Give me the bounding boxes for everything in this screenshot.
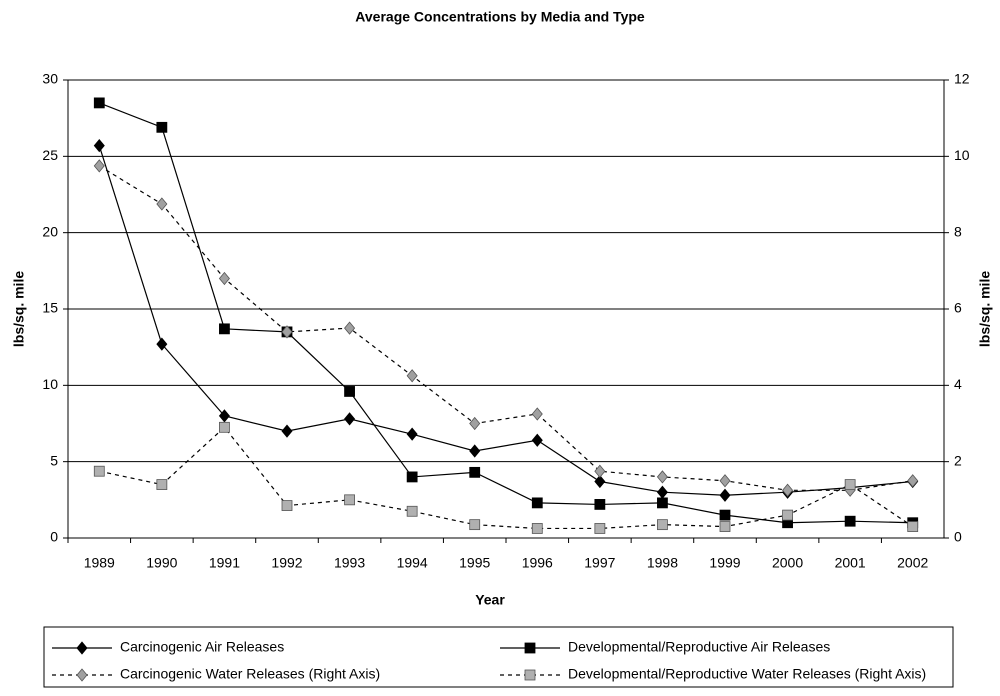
data-point (344, 321, 356, 335)
y2-axis-label: lbs/sq. mile (977, 271, 993, 347)
data-point (344, 494, 355, 506)
data-point (907, 474, 919, 488)
data-point (531, 433, 543, 447)
x-tick-label: 1993 (334, 555, 365, 571)
data-point (93, 465, 105, 477)
x-tick-label: 1996 (522, 555, 553, 571)
data-point (156, 337, 168, 351)
data-point (219, 421, 230, 433)
data-point (907, 521, 919, 532)
y2-tick-label: 6 (954, 300, 962, 316)
data-point (594, 464, 606, 478)
y-tick-label: 30 (42, 71, 58, 87)
data-point (281, 424, 293, 438)
data-point (782, 483, 794, 497)
x-axis-label: Year (475, 592, 505, 608)
data-point (844, 515, 856, 527)
data-point (344, 412, 356, 426)
x-tick-label: 1999 (709, 555, 740, 571)
x-tick-label: 1994 (397, 555, 428, 571)
x-tick-label: 1992 (271, 555, 302, 571)
series-line (99, 102, 913, 524)
data-point (406, 505, 418, 517)
data-point (406, 369, 418, 383)
data-point (719, 474, 731, 488)
data-point (281, 500, 293, 511)
legend-label: Carcinogenic Air Releases (120, 639, 284, 655)
data-point (219, 323, 230, 335)
data-point (218, 409, 230, 423)
chart-title: Average Concentrations by Media and Type (355, 9, 645, 25)
data-point (844, 479, 856, 490)
data-point (344, 386, 355, 397)
y-tick-label: 0 (50, 529, 58, 545)
x-tick-label: 1991 (209, 555, 240, 571)
data-point (594, 474, 606, 489)
y2-tick-label: 12 (954, 71, 970, 87)
x-tick-label: 1995 (459, 555, 490, 571)
y-tick-label: 20 (42, 223, 58, 239)
x-tick-label: 1997 (584, 555, 615, 571)
data-point (281, 325, 293, 339)
legend-label: Developmental/Reproductive Water Release… (568, 666, 926, 682)
y-tick-label: 5 (50, 452, 58, 468)
y-tick-label: 15 (42, 300, 58, 316)
legend-marker (76, 641, 88, 655)
legend-label: Developmental/Reproductive Air Releases (568, 639, 830, 655)
data-point (531, 497, 543, 509)
y2-tick-label: 8 (954, 223, 962, 239)
legend-marker (524, 642, 536, 654)
y2-tick-label: 2 (954, 452, 962, 468)
data-point (218, 271, 230, 286)
series-line (98, 145, 913, 496)
data-point (719, 521, 731, 532)
y-tick-label: 10 (42, 376, 58, 392)
legend-marker (524, 669, 536, 681)
data-point (156, 479, 168, 490)
x-tick-label: 2000 (772, 555, 803, 571)
data-point (594, 523, 606, 534)
data-point (657, 519, 668, 531)
data-point (657, 497, 668, 509)
data-point (719, 488, 731, 502)
data-point (531, 523, 543, 534)
data-point (93, 139, 105, 153)
data-point (594, 499, 606, 510)
x-tick-label: 1990 (146, 555, 177, 571)
data-point (469, 444, 481, 458)
y2-tick-label: 0 (954, 529, 962, 545)
data-point (93, 159, 105, 173)
data-point (656, 470, 668, 484)
data-point (782, 509, 793, 521)
data-point (719, 509, 731, 521)
data-point (469, 466, 481, 478)
y-axis-label: lbs/sq. mile (11, 271, 27, 347)
data-point (156, 121, 168, 133)
data-point (531, 407, 543, 421)
x-tick-label: 1998 (647, 555, 678, 571)
legend-box (43, 626, 954, 688)
x-tick-label: 1989 (84, 555, 115, 571)
data-point (156, 197, 168, 211)
y2-tick-label: 4 (954, 376, 962, 392)
y-tick-label: 25 (42, 147, 58, 163)
y2-tick-label: 10 (954, 147, 970, 163)
x-tick-label: 2001 (835, 555, 866, 571)
data-point (93, 97, 105, 109)
data-point (656, 485, 668, 499)
x-tick-label: 2002 (897, 555, 928, 571)
data-point (469, 416, 481, 431)
series-line (98, 165, 913, 491)
data-point (406, 427, 418, 441)
legend-label: Carcinogenic Water Releases (Right Axis) (120, 666, 380, 682)
data-point (406, 471, 418, 483)
legend-marker (76, 668, 88, 682)
data-point (469, 519, 481, 531)
